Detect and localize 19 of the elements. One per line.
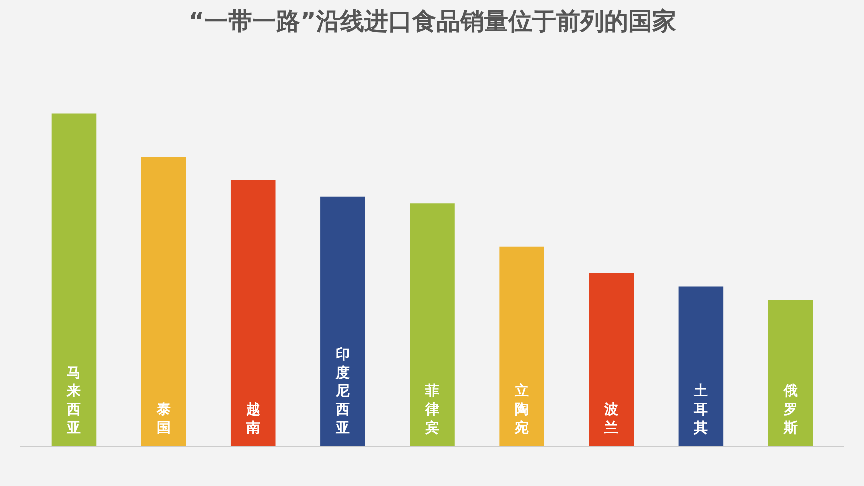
bar xyxy=(410,204,455,446)
bar xyxy=(320,196,366,446)
x-tick-label: 泰国 xyxy=(156,402,171,437)
bar xyxy=(589,273,634,446)
bar xyxy=(500,246,544,446)
x-tick-label: 俄罗斯 xyxy=(782,384,798,437)
x-tick-label: 印度尼西亚 xyxy=(334,346,350,437)
x-tick-label: 波兰 xyxy=(604,402,619,437)
bar xyxy=(230,180,276,446)
bar xyxy=(678,286,724,446)
bar xyxy=(141,156,186,446)
x-tick-label: 菲律宾 xyxy=(424,384,440,437)
bar xyxy=(768,300,814,446)
x-tick-label: 马来西亚 xyxy=(66,365,82,437)
x-tick-label: 越南 xyxy=(245,402,260,437)
x-tick-label: 立陶宛 xyxy=(514,382,530,437)
x-tick-label: 土耳其 xyxy=(693,384,708,437)
chart-title: “一带一路”沿线进口食品销量位于前列的国家 xyxy=(188,8,676,36)
bar xyxy=(52,114,97,446)
